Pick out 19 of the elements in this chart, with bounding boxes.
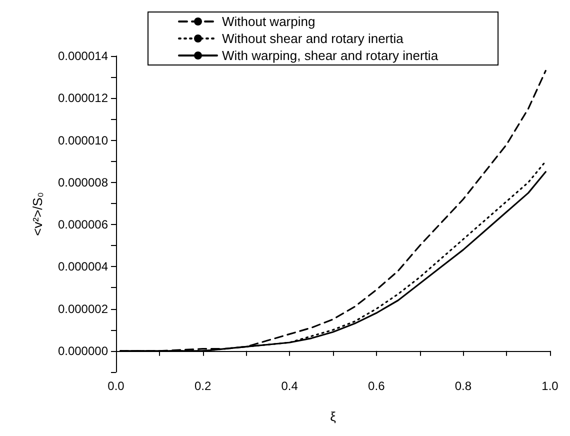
x-tick-label: 1.0 bbox=[542, 379, 559, 393]
x-tick-label: 0.2 bbox=[194, 379, 212, 393]
y-tick-label: 0.000002 bbox=[58, 302, 108, 316]
y-tick-label: 0.000000 bbox=[58, 344, 108, 358]
legend-label: Without shear and rotary inertia bbox=[222, 31, 404, 46]
y-axis-title: <v²>/S₀ bbox=[30, 192, 45, 236]
y-tick-label: 0.000010 bbox=[58, 133, 108, 148]
x-tick-label: 0.0 bbox=[108, 379, 125, 393]
x-tick-label: 0.6 bbox=[368, 379, 386, 393]
x-tick-label: 0.4 bbox=[281, 379, 298, 393]
y-tick-label: 0.000006 bbox=[58, 218, 108, 232]
legend-label: With warping, shear and rotary inertia bbox=[222, 48, 439, 63]
x-axis-title: ξ bbox=[330, 409, 336, 424]
y-tick-label: 0.000014 bbox=[58, 49, 108, 63]
y-tick-label: 0.000008 bbox=[58, 175, 108, 190]
legend-label: Without warping bbox=[222, 14, 316, 29]
x-tick-label: 0.8 bbox=[454, 379, 472, 393]
y-tick-label: 0.000004 bbox=[58, 260, 108, 274]
y-tick-label: 0.000012 bbox=[58, 91, 108, 106]
